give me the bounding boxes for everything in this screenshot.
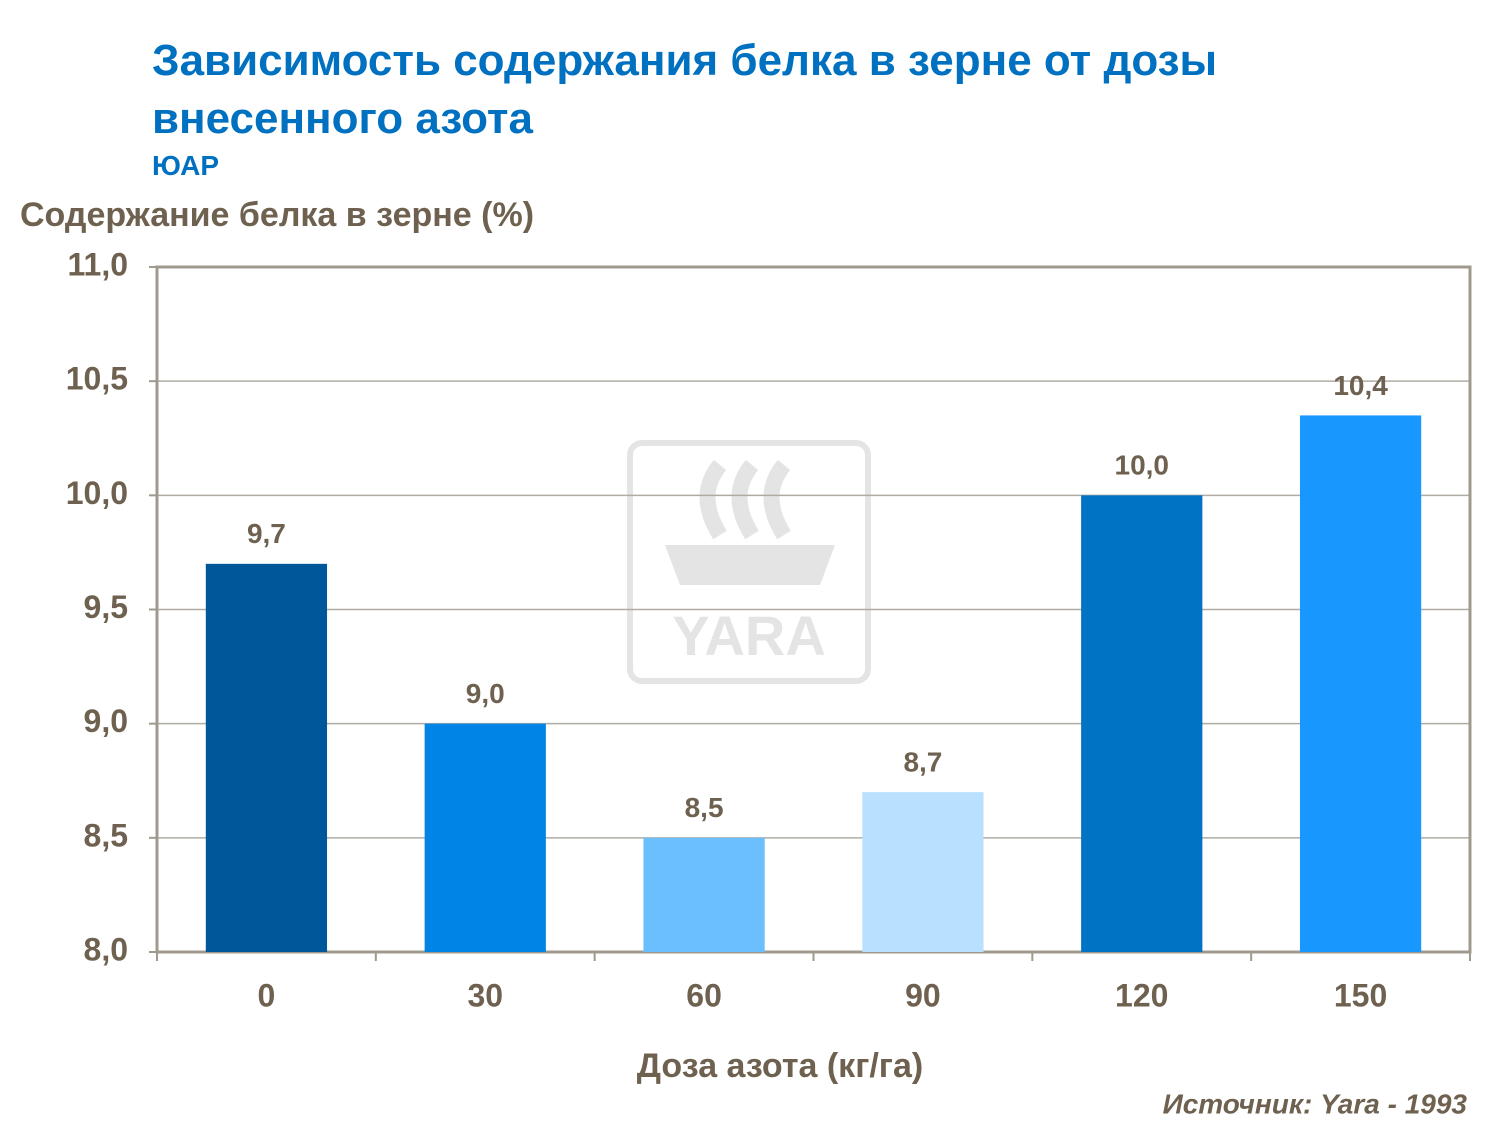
bar (424, 723, 546, 952)
x-tick-label: 90 (905, 977, 941, 1013)
y-tick-label: 11,0 (67, 246, 128, 282)
source-note: Источник: Yara - 1993 (1163, 1088, 1468, 1119)
x-tick-label: 120 (1115, 977, 1168, 1013)
bar (1081, 495, 1203, 952)
x-tick-label: 30 (467, 977, 503, 1013)
y-tick-label: 10,0 (66, 475, 128, 511)
y-tick-label: 9,0 (84, 703, 128, 739)
data-label: 8,5 (685, 792, 724, 823)
watermark-logo (699, 459, 791, 540)
bar (205, 563, 328, 952)
x-tick-label: 0 (258, 977, 276, 1013)
data-label: 9,0 (466, 678, 505, 709)
data-label: 9,7 (247, 518, 286, 549)
x-tick-label: 60 (686, 977, 722, 1013)
y-axis-label: Содержание белка в зерне (%) (20, 196, 534, 234)
bar (862, 792, 984, 952)
y-tick-label: 8,0 (84, 931, 128, 967)
watermark-ship (665, 545, 835, 585)
y-tick-label: 10,5 (66, 361, 128, 397)
watermark-text: YARA (672, 604, 826, 667)
bar (1299, 415, 1422, 953)
data-label: 10,0 (1115, 450, 1170, 481)
chart-title: Зависимость содержания белка в зерне от … (152, 36, 1218, 143)
x-tick-label: 150 (1334, 977, 1387, 1013)
y-tick-label: 9,5 (84, 589, 128, 625)
watermark-frame (627, 440, 871, 684)
chart-subtitle: ЮАР (152, 150, 220, 181)
x-axis-label: Доза азота (кг/га) (637, 1047, 923, 1085)
y-tick-label: 8,5 (84, 817, 128, 853)
bar (643, 837, 765, 952)
data-label: 8,7 (903, 747, 942, 778)
data-label: 10,4 (1333, 370, 1388, 401)
